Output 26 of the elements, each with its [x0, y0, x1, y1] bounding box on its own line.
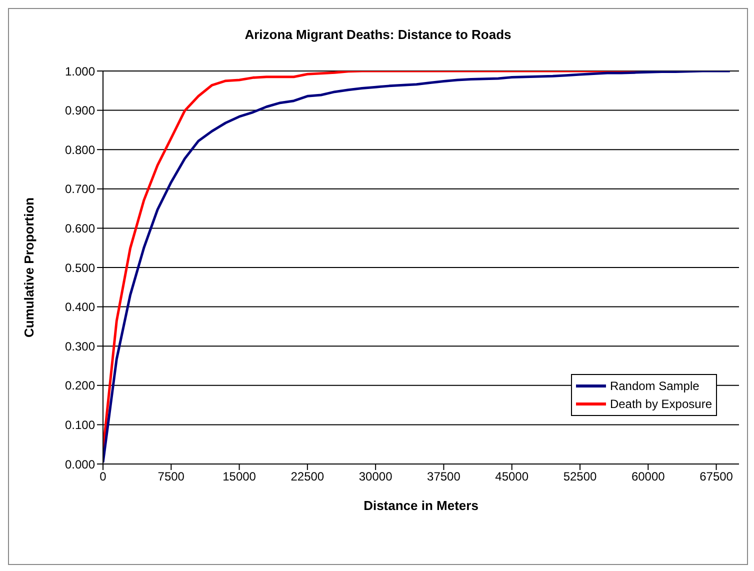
x-tick-label: 60000 — [631, 470, 666, 484]
x-tick-label: 67500 — [700, 470, 734, 484]
y-tick-label: 0.100 — [64, 418, 96, 432]
y-tick-label: 0.800 — [64, 142, 96, 157]
y-tick-label: 0.200 — [64, 378, 96, 393]
x-tick-label: 0 — [100, 470, 107, 484]
chart-title: Arizona Migrant Deaths: Distance to Roads — [244, 27, 512, 42]
y-tick-label: 0.300 — [64, 339, 96, 354]
y-tick-label: 0.400 — [64, 300, 96, 314]
y-axis-title: Cumulative Proportion — [22, 197, 37, 338]
x-tick-label: 15000 — [222, 470, 256, 484]
x-tick-label: 37500 — [427, 470, 461, 484]
x-tick-label: 52500 — [563, 470, 598, 484]
y-tick-label: 0.600 — [64, 221, 96, 236]
x-tick-label: 30000 — [358, 470, 393, 484]
y-tick-label: 0.500 — [64, 260, 96, 275]
x-tick-label: 22500 — [290, 470, 324, 484]
x-tick-label: 7500 — [158, 470, 185, 484]
x-axis-title: Distance in Meters — [364, 498, 478, 513]
legend-label: Random Sample — [610, 378, 700, 395]
y-tick-label: 0.700 — [64, 182, 96, 196]
y-tick-label: 0.000 — [64, 457, 96, 472]
y-tick-label: 1.000 — [64, 64, 96, 78]
x-tick-label: 45000 — [495, 470, 529, 484]
legend-label: Death by Exposure — [610, 396, 712, 413]
y-tick-label: 0.900 — [64, 104, 96, 118]
